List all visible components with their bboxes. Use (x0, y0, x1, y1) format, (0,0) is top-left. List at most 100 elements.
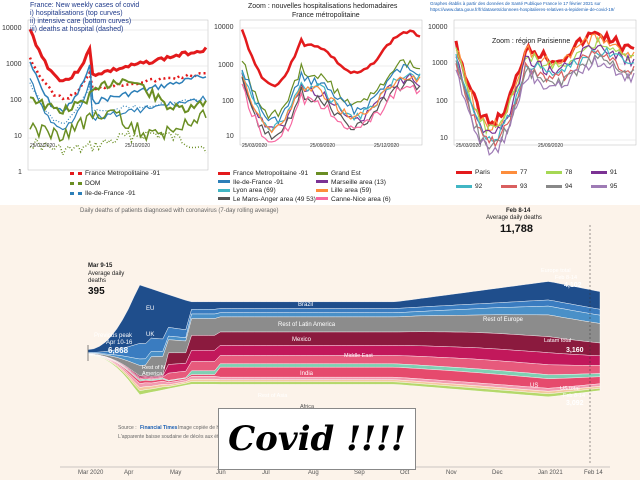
legend-swatch (70, 171, 82, 175)
legend-swatch (316, 171, 328, 175)
series-line (455, 49, 635, 148)
legend-item: Paris (456, 169, 490, 176)
series-line (241, 59, 421, 120)
chart-france-weekly: France: New weekly cases of covid i) hos… (0, 0, 212, 205)
x-tick-label: 25/03/2020 (30, 143, 56, 149)
chart-title-line-4: iii) deaths at hospital (dashed) (30, 26, 124, 33)
x-tick-label: Jul (262, 470, 270, 476)
chart-global-deaths: Daily deaths of patients diagnosed with … (0, 205, 640, 480)
covid-overlay-title: Covid !!!! (218, 408, 416, 470)
series-line (29, 108, 207, 143)
source-note-line-2[interactable]: https://www.data.gouv.fr/fr/datasets/don… (430, 7, 615, 12)
x-tick-label: Feb 14 (584, 470, 603, 476)
region-label-eu: EU (146, 306, 155, 312)
europe-total-date: Feb 8-14 (555, 275, 578, 281)
region-label-rest-latam: Rest of Latin America (278, 322, 336, 328)
series-line (455, 53, 635, 150)
plot-frame (27, 19, 209, 171)
region-label-india: India (300, 371, 314, 377)
series-line (241, 76, 421, 141)
legend-item: France Metropolitaine -91 (70, 170, 160, 177)
legend-item: Lyon area (69) (218, 187, 276, 194)
latam-total-label: Latam total (544, 338, 572, 344)
prev-peak-date: Apr 10-16 (106, 340, 133, 346)
series-line (455, 44, 635, 134)
us-total-value: 3,092 (566, 400, 584, 407)
legend-swatch (218, 188, 230, 192)
legend-item: 94 (546, 183, 572, 190)
series-line (29, 82, 207, 125)
y-tick-label: 10000 (2, 25, 22, 32)
series-line (241, 71, 421, 133)
annotation-value: 395 (88, 286, 105, 297)
chart-title-line-1: Zoom : nouvelles hospitalisations hedoma… (248, 3, 398, 10)
x-tick-label: 25/10/2020 (125, 143, 151, 149)
latam-total-value: 3,160 (566, 347, 584, 354)
legend-item: Lille area (59) (316, 187, 371, 194)
x-tick-label: Jan 2021 (538, 470, 563, 476)
legend-swatch (591, 184, 607, 188)
legend-swatch (456, 170, 472, 174)
legend-swatch (70, 191, 82, 195)
series-line (455, 55, 635, 156)
legend-item: 91 (591, 169, 617, 176)
x-tick-label: May (170, 470, 182, 476)
legend-swatch (218, 197, 230, 201)
legend-item: Ile-de-France -91 (70, 190, 136, 197)
x-tick-label: Dec (492, 470, 503, 476)
region-label-middle-east: Middle East (344, 353, 373, 359)
x-tick-label: 25/09/2020 (538, 143, 564, 149)
legend-swatch (501, 184, 517, 188)
x-tick-label: Apr (124, 470, 134, 476)
series-line (29, 128, 207, 157)
legend-swatch (316, 180, 328, 184)
legend-swatch (456, 184, 472, 188)
stacked-area-plot (60, 225, 610, 468)
x-tick-label: Sep (354, 470, 365, 476)
legend-swatch (316, 197, 328, 201)
annotation-value-right: 11,788 (500, 223, 534, 235)
chart-region-parisienne-plot (453, 19, 637, 156)
source-note: Image copiée de H... (178, 425, 225, 431)
annotation-date-right: Feb 8-14 (506, 208, 531, 214)
source-link[interactable]: Financial Times (140, 425, 178, 431)
legend-swatch (218, 171, 230, 175)
legend-swatch (70, 181, 82, 185)
source-note-line-1: Graphes établis à partir des données de … (430, 1, 601, 6)
legend-item: Canne-Nice area (6) (316, 196, 391, 203)
europe-total-value: 4,102 (564, 282, 582, 289)
chart-title: Zoom : région Parisienne (492, 38, 571, 45)
region-label-rest-europe: Rest of Europe (483, 317, 524, 323)
region-label-us: US (530, 383, 539, 389)
legend-item: 92 (456, 183, 482, 190)
y-tick-label: 10 (226, 133, 234, 140)
legend-swatch (546, 170, 562, 174)
chart-title-line-2: i) hospitalisations (top curves) (30, 10, 123, 17)
x-tick-label: 25/03/2020 (242, 143, 268, 149)
legend-item: Ile-de-France -91 (218, 179, 284, 186)
x-tick-label: 25/09/2020 (310, 143, 336, 149)
chart-france-weekly-plot (27, 19, 209, 171)
plot-frame (239, 19, 423, 146)
prev-peak-label: Previous peak (94, 333, 133, 339)
legend-item: Le Mans-Anger area (49 53) (218, 196, 316, 203)
series-line (240, 29, 421, 88)
series-line (29, 77, 207, 115)
y-tick-label: 1 (18, 169, 22, 176)
series-line (28, 28, 208, 83)
legend-item: DOM (70, 180, 100, 187)
x-tick-label: Nov (446, 470, 457, 476)
europe-total-label: Europe total (541, 268, 571, 274)
annotation-label: Average daily deaths (88, 271, 125, 284)
region-label-uk: UK (146, 332, 155, 338)
series-line (454, 30, 635, 129)
source-label: Source : (118, 425, 137, 431)
series-line (455, 33, 635, 132)
y-tick-label: 10000 (214, 24, 234, 31)
prev-peak-value: 6,868 (108, 346, 129, 355)
legend-swatch (218, 180, 230, 184)
y-tick-label: 10 (14, 133, 22, 140)
legend-swatch (316, 188, 328, 192)
series-line (29, 78, 207, 131)
area-rest-of-n-america (87, 354, 601, 398)
